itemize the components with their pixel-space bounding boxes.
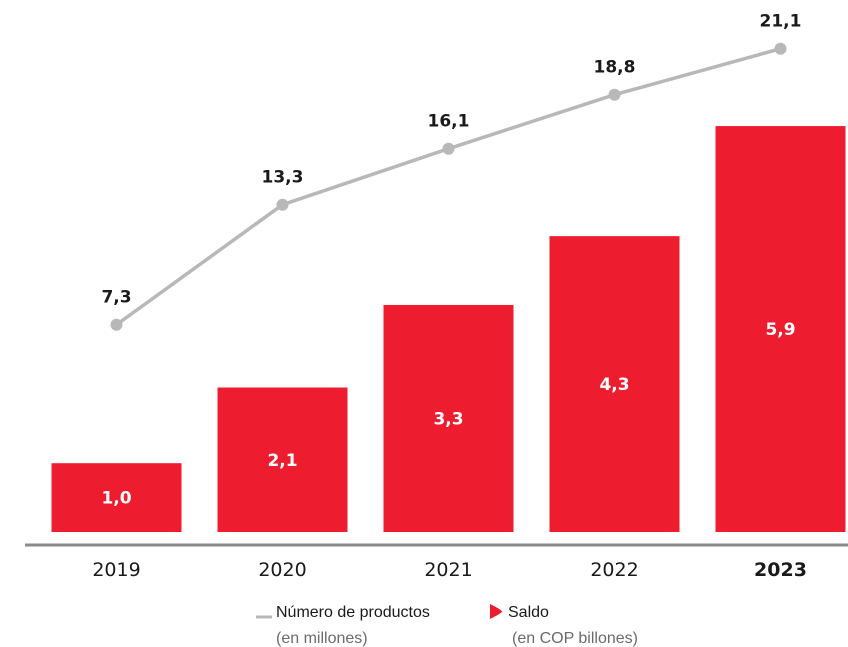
legend-saldo-title: Saldo [508,604,549,621]
line-point-2023 [774,42,787,55]
line-point-2022 [608,88,621,101]
line-point-2021 [442,142,455,155]
x-tick-label-2019: 2019 [92,559,140,581]
x-tick-label-2020: 2020 [258,559,306,581]
bar-value-label-2023: 5,9 [765,320,795,340]
bar-2022 [549,236,680,532]
saldo-bars [51,126,846,532]
saldo-bar-labels: 1,0 2,1 3,3 4,3 5,9 [101,320,795,509]
legend: Número de productos (en millones) Saldo … [256,604,638,647]
line-value-label-2019: 7,3 [101,288,131,308]
bar-value-label-2021: 3,3 [433,409,463,429]
legend-item-saldo: Saldo (en COP billones) [490,604,638,647]
bar-2019 [51,463,182,532]
legend-item-productos: Número de productos (en millones) [256,604,430,647]
bar-2023 [715,126,846,532]
x-tick-label-2022: 2022 [590,559,638,581]
bar-value-label-2020: 2,1 [267,451,297,471]
x-tick-label-2021: 2021 [424,559,472,581]
legend-saldo-swatch [490,604,502,619]
productos-points [110,42,787,331]
x-axis-tick-labels: 2019 2020 2021 2022 2023 [92,559,807,581]
bar-value-label-2019: 1,0 [101,489,131,509]
legend-productos-title: Número de productos [276,604,430,621]
line-value-label-2023: 21,1 [760,12,802,32]
line-value-label-2021: 16,1 [428,112,470,132]
bar-value-label-2022: 4,3 [599,375,629,395]
x-tick-label-2023: 2023 [754,559,807,581]
productos-point-labels: 7,3 13,3 16,1 18,8 21,1 [101,12,801,308]
line-value-label-2020: 13,3 [262,168,304,188]
bar-2020 [217,387,348,532]
legend-saldo-unit: (en COP billones) [512,630,638,647]
productos-line-series [115,47,781,327]
bar-2021 [383,304,514,532]
line-point-2020 [276,198,289,211]
productos-line [115,47,781,327]
line-point-2019 [110,318,123,331]
line-value-label-2022: 18,8 [594,58,636,78]
legend-productos-unit: (en millones) [276,630,368,647]
